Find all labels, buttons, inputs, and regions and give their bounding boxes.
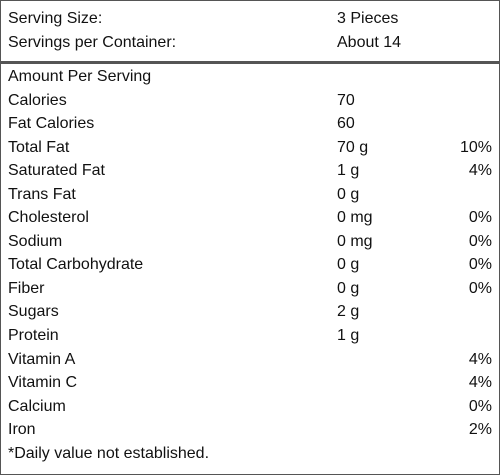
nutrient-name: Sugars [8,303,59,321]
nutrient-row: Calories 70 [1,89,499,113]
nutrient-name: Protein [8,327,59,344]
nutrient-row: Vitamin C 4% [1,371,499,395]
nutrient-row: Sodium 0 mg 0% [1,230,499,254]
nutrient-name: Fiber [8,279,45,297]
nutrient-amount: 1 g [337,327,360,344]
nutrient-name: Sodium [8,232,63,250]
nutrient-row: Total Fat 70 g 10% [1,136,499,160]
nutrient-daily-value: 0% [468,279,492,297]
nutrient-amount: 0 g [337,256,360,274]
nutrient-amount: 0 mg [337,232,373,250]
nutrient-name: Vitamin C [8,374,78,392]
nutrient-row: Vitamin A 4% [1,348,499,372]
nutrient-row: Fat Calories 60 [1,112,499,136]
nutrient-amount: 1 g [337,162,360,180]
nutrient-name: Vitamin A [8,350,76,368]
nutrient-name: Saturated Fat [8,162,105,180]
nutrient-name: Calories [8,91,67,109]
nutrient-row: Total Carbohydrate 0 g 0% [1,253,499,277]
nutrient-daily-value: 2% [468,421,492,439]
servings-per-container-label: Servings per Container: [8,34,177,51]
nutrient-name: Fat Calories [8,115,95,133]
nutrient-row: Protein 1 g [1,324,499,348]
nutrient-name: Total Carbohydrate [8,256,144,274]
amount-per-serving-heading-row: Amount Per Serving [1,65,499,89]
nutrient-row: Cholesterol 0 mg 0% [1,206,499,230]
nutrient-name: Iron [8,421,36,439]
nutrient-daily-value: 0% [468,256,492,274]
nutrient-row: Fiber 0 g 0% [1,277,499,301]
nutrient-row: Saturated Fat 1 g 4% [1,159,499,183]
serving-size-label: Serving Size: [8,10,103,27]
nutrient-row: Trans Fat 0 g [1,183,499,207]
nutrient-name: Cholesterol [8,209,89,227]
nutrient-row: Calcium 0% [1,395,499,419]
nutrient-amount: 2 g [337,303,360,321]
nutrient-amount: 0 g [337,279,360,297]
servings-per-container-row: Servings per Container: About 14 [1,31,499,55]
nutrient-amount: 0 mg [337,209,373,227]
nutrient-amount: 60 [337,115,355,133]
nutrient-amount: 0 g [337,185,360,203]
nutrient-row: Sugars 2 g [1,300,499,324]
nutrient-name: Calcium [8,397,66,415]
nutrient-daily-value: 0% [468,209,492,227]
nutrient-daily-value: 4% [468,374,492,392]
nutrient-amount: 70 [337,91,355,109]
nutrient-daily-value: 0% [468,232,492,250]
nutrient-name: Total Fat [8,138,70,156]
nutrient-daily-value: 4% [468,162,492,180]
nutrient-row: Iron 2% [1,418,499,442]
section-divider [1,61,499,64]
nutrient-name: Trans Fat [8,185,76,203]
serving-size-row: Serving Size: 3 Pieces [1,7,499,31]
amount-per-serving-heading: Amount Per Serving [8,68,152,85]
nutrient-daily-value: 0% [468,397,492,415]
serving-size-value: 3 Pieces [337,10,399,27]
nutrient-daily-value: 10% [459,138,492,156]
servings-per-container-value: About 14 [337,34,402,51]
footnote: *Daily value not established. [8,445,210,462]
nutrient-amount: 70 g [337,138,369,156]
nutrient-daily-value: 4% [468,350,492,368]
